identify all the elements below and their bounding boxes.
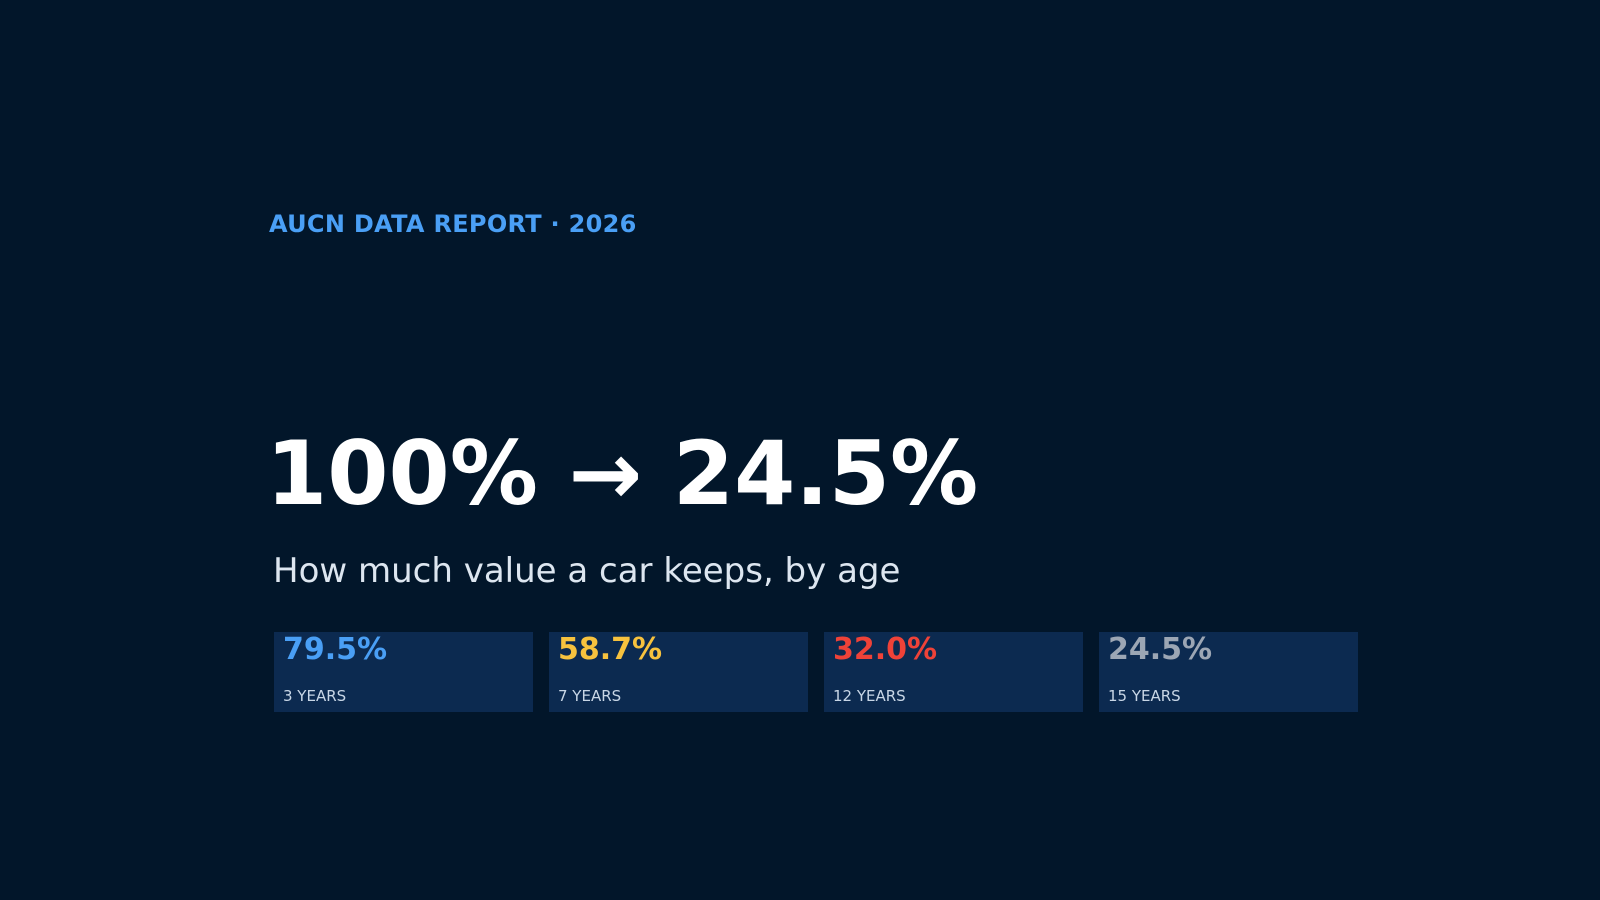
report-eyebrow: AUCN DATA REPORT · 2026 <box>269 210 637 238</box>
stat-label: 12 YEARS <box>833 687 906 705</box>
stat-value: 58.7% <box>558 632 663 667</box>
stat-card-12-years: 32.0% 12 YEARS <box>824 632 1083 712</box>
stat-card-7-years: 58.7% 7 YEARS <box>549 632 808 712</box>
stat-value: 24.5% <box>1108 632 1213 667</box>
stat-value: 32.0% <box>833 632 938 667</box>
stat-card-15-years: 24.5% 15 YEARS <box>1099 632 1358 712</box>
stat-label: 7 YEARS <box>558 687 622 705</box>
stat-label: 3 YEARS <box>283 687 347 705</box>
stat-card-3-years: 79.5% 3 YEARS <box>274 632 533 712</box>
stat-value: 79.5% <box>283 632 388 667</box>
stat-label: 15 YEARS <box>1108 687 1181 705</box>
stat-cards: 79.5% 3 YEARS 58.7% 7 YEARS 32.0% 12 YEA… <box>274 632 1358 712</box>
subtitle: How much value a car keeps, by age <box>273 551 901 591</box>
headline-stat: 100% → 24.5% <box>266 422 979 525</box>
